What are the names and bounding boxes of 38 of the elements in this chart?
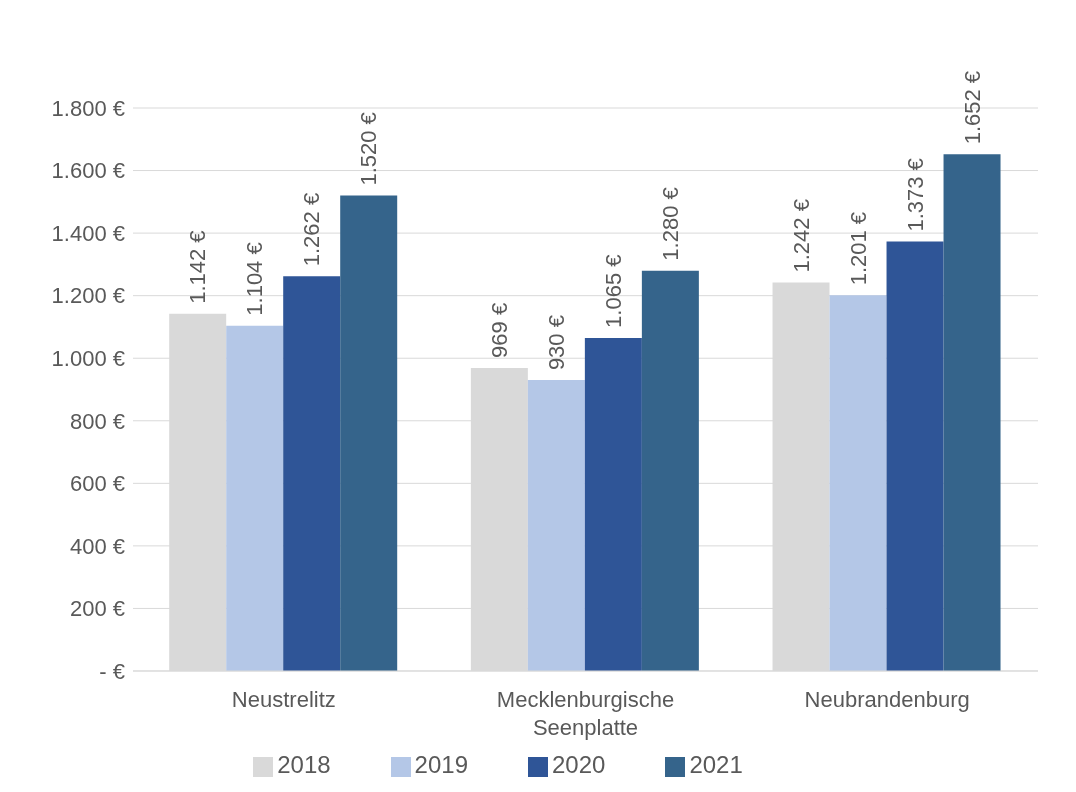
data-label: 969 € [486,302,512,358]
bar [943,154,1001,671]
data-label: 1.142 € [185,230,211,304]
legend-label: 2020 [552,751,606,778]
y-tick-label: - € [99,658,125,684]
y-tick-label: 1.600 € [51,158,125,184]
bar [641,270,699,671]
x-tick-label: Neubrandenburg [804,687,970,712]
data-label: 1.520 € [356,112,382,186]
bar [829,295,887,671]
bar [527,380,585,671]
bar [283,276,341,671]
y-tick-label: 800 € [69,408,125,434]
bar [226,325,284,671]
x-tick-label: Neustrelitz [231,687,336,712]
y-tick-label: 600 € [69,471,125,497]
bar [886,241,944,671]
legend-label: 2018 [277,751,331,778]
data-label: 1.065 € [600,254,626,328]
y-tick-label: 400 € [69,533,125,559]
legend-label: 2019 [414,751,468,778]
x-tick-label: Mecklenburgische Seenplatte [496,687,675,740]
y-tick-label: 200 € [69,596,125,622]
legend-label: 2021 [689,751,743,778]
data-label: 1.280 € [657,187,683,261]
data-label: 1.242 € [788,199,814,273]
data-label: 1.652 € [959,70,985,145]
data-label: 1.104 € [242,242,268,316]
data-label: 930 € [543,315,569,371]
data-label: 1.262 € [299,192,325,267]
bar [584,337,642,671]
y-tick-label: 1.200 € [51,283,125,309]
bar [340,195,398,671]
y-tick-label: 1.400 € [51,220,125,246]
y-tick-label: 1.800 € [51,95,125,121]
data-label: 1.201 € [845,211,871,286]
data-label: 1.373 € [902,158,928,232]
y-tick-label: 1.000 € [51,346,125,372]
